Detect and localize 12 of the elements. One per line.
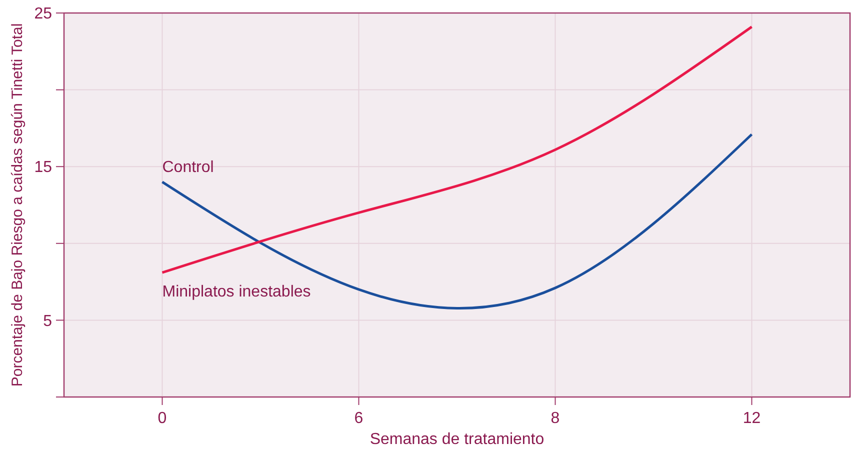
x-tick-label: 12 xyxy=(742,410,761,427)
y-tick-label: 25 xyxy=(34,6,52,23)
x-axis-title: Semanas de tratamiento xyxy=(370,431,544,448)
x-tick-label: 6 xyxy=(354,410,364,427)
x-tick-label: 8 xyxy=(550,410,560,427)
x-tick-label: 0 xyxy=(158,410,167,427)
series-label: Miniplatos inestables xyxy=(162,284,311,301)
y-axis-title: Porcentaje de Bajo Riesgo a caídas según Tinetti Total xyxy=(9,23,26,387)
y-tick-label: 5 xyxy=(43,312,52,330)
series-label: Control xyxy=(162,158,214,176)
y-tick-label: 15 xyxy=(34,159,52,176)
line-series xyxy=(161,26,753,274)
